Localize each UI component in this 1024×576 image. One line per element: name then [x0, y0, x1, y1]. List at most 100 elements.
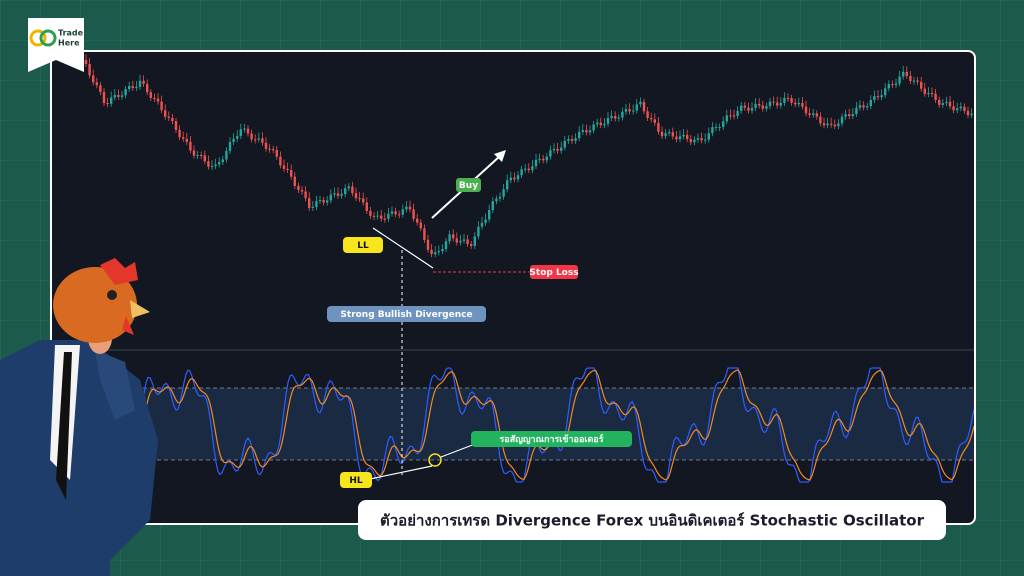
candle-body	[923, 88, 926, 94]
candle-body	[383, 218, 386, 220]
stoch-k-line	[52, 367, 974, 483]
candle-body	[102, 92, 106, 104]
candle-body	[488, 210, 491, 220]
candle-body	[405, 206, 408, 210]
candle-body	[131, 86, 134, 88]
hl-label: HL	[349, 476, 363, 486]
candle-body	[311, 206, 314, 208]
candle-body	[426, 239, 430, 250]
candle-body	[740, 105, 743, 111]
candle-body	[282, 165, 286, 169]
candle-body	[675, 136, 678, 140]
candle-body	[113, 94, 116, 98]
candle-body	[520, 169, 523, 176]
candle-body	[927, 93, 930, 95]
candle-body	[560, 147, 563, 151]
candle-body	[815, 113, 818, 117]
candle-body	[322, 200, 325, 203]
candle-body	[538, 158, 541, 160]
hl-line	[369, 465, 433, 480]
candle-body	[387, 213, 390, 219]
candle-body	[174, 121, 178, 130]
candle-body	[534, 159, 538, 167]
candle-body	[434, 252, 437, 255]
candle-body	[747, 107, 750, 111]
stop-loss-badge	[530, 265, 578, 279]
candle-body	[448, 234, 451, 242]
candle-body	[912, 80, 916, 82]
candle-body	[959, 106, 962, 109]
candle-body	[632, 110, 635, 112]
candle-body	[509, 177, 512, 181]
candle-body	[495, 198, 498, 202]
candle-body	[876, 96, 880, 98]
candle-body	[354, 193, 358, 199]
candle-body	[261, 138, 264, 143]
candle-body	[376, 215, 379, 217]
candle-body	[167, 116, 170, 118]
candle-body	[275, 149, 278, 157]
candle-body	[902, 71, 905, 77]
divergence-badge	[327, 306, 486, 322]
caption: ตัวอย่างการเทรด Divergence Forex บนอินดิ…	[380, 512, 925, 530]
candle-body	[441, 249, 444, 252]
candle-body	[592, 124, 595, 131]
candle-body	[750, 107, 754, 111]
candle-body	[570, 139, 574, 141]
candle-body	[930, 93, 934, 95]
candle-body	[794, 102, 797, 105]
candle-body	[369, 210, 372, 216]
candle-body	[484, 219, 487, 223]
candle-body	[833, 124, 836, 127]
hl-badge	[340, 472, 372, 488]
candle-body	[257, 138, 260, 140]
logo-text: Trade	[58, 29, 84, 38]
candle-body	[527, 168, 530, 171]
candle-body	[228, 141, 232, 151]
candle-body	[578, 131, 581, 139]
candle-body	[398, 214, 401, 216]
candle-body	[758, 103, 761, 106]
candle-body	[164, 110, 167, 117]
candle-body	[135, 86, 138, 88]
candle-body	[628, 109, 631, 112]
candle-body	[239, 129, 242, 137]
candle-body	[736, 110, 739, 117]
signal-badge	[471, 431, 632, 447]
candle-body	[408, 206, 412, 210]
stoch-d-line	[52, 369, 974, 481]
candle-body	[556, 148, 559, 151]
buy-arrowhead	[494, 150, 506, 162]
mascot	[0, 258, 158, 576]
candle-body	[297, 185, 300, 191]
candle-body	[970, 113, 973, 116]
candle-body	[286, 168, 289, 170]
caption-box	[358, 500, 946, 540]
candle-body	[808, 113, 811, 116]
candle-body	[304, 191, 307, 199]
candle-body	[336, 193, 340, 196]
candle-body	[776, 102, 779, 106]
candle-body	[635, 104, 638, 111]
candle-body	[588, 130, 592, 133]
candle-body	[232, 138, 235, 142]
candle-body	[268, 148, 271, 150]
candle-body	[956, 108, 959, 111]
candle-body	[610, 115, 613, 119]
candle-body	[754, 103, 757, 108]
candle-body	[250, 133, 253, 140]
candle-body	[804, 106, 808, 114]
candle-body	[185, 138, 188, 142]
candle-body	[264, 142, 268, 149]
candle-body	[689, 139, 692, 143]
candle-body	[772, 101, 775, 103]
candle-body	[761, 105, 764, 109]
candle-body	[790, 98, 793, 103]
candle-body	[657, 122, 660, 132]
chart-area	[52, 54, 974, 483]
candle-body	[329, 194, 332, 201]
candle-body	[246, 128, 250, 134]
candle-body	[491, 201, 494, 211]
candle-body	[934, 93, 937, 100]
candle-body	[138, 80, 142, 87]
